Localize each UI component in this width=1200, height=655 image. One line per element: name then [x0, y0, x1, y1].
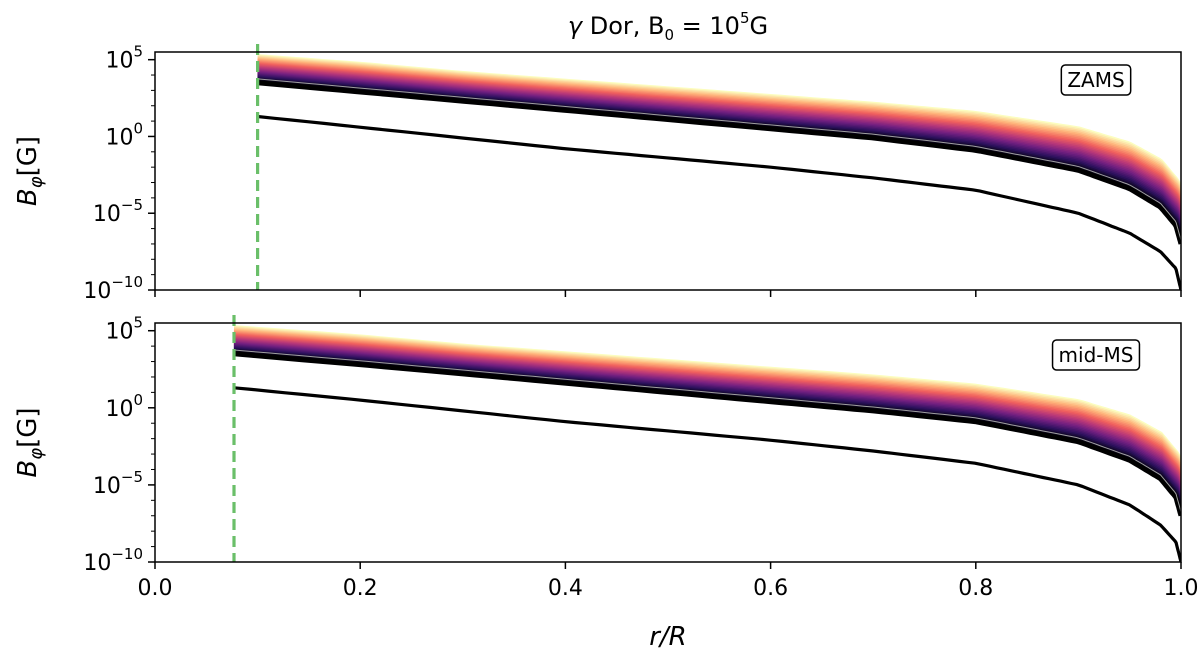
y-tick-label: 105 [105, 314, 143, 345]
band-base-line [233, 351, 1181, 517]
y-tick-label: 100 [105, 391, 143, 422]
stage-label-box [1051, 339, 1141, 371]
lowest-field-profile-line [233, 386, 1181, 562]
stage-label: mid-MS [1059, 343, 1134, 367]
stage-label: ZAMS [1067, 68, 1124, 92]
lowest-field-profile-line [257, 114, 1181, 290]
x-axis-label: r/R [649, 622, 687, 652]
band-edge-line [233, 349, 1181, 512]
y-tick-label: 10−10 [83, 273, 143, 304]
x-tick-label: 0.6 [753, 576, 788, 601]
y-tick-label: 100 [105, 119, 143, 150]
band-base-line [257, 80, 1181, 245]
y-axis-label: Bφ[G] [13, 407, 47, 477]
y-tick-label: 10−5 [93, 468, 143, 499]
plot-area [233, 325, 1181, 562]
chart-title: γ Dor, B0 = 105G [568, 9, 768, 44]
x-tick-label: 0.8 [958, 576, 993, 601]
x-tick-label: 1.0 [1164, 576, 1199, 601]
axes-frame [154, 322, 1182, 563]
y-tick-label: 10−5 [93, 196, 143, 227]
band-edge-line [257, 78, 1181, 241]
panel-zams: 105 100 10−5 10−10 Bφ[G] ZAMS [13, 43, 1182, 304]
plot-area [257, 54, 1181, 290]
axes-frame [154, 51, 1182, 291]
x-tick-label: 0.2 [343, 576, 378, 601]
panel-mid-ms: 105 100 10−5 10−100.0 0.2 0.4 0.6 0.8 1.0 Bφ[G] mi… [13, 314, 1199, 601]
y-tick-label: 10−10 [83, 545, 143, 576]
y-axis-label: Bφ[G] [13, 136, 47, 206]
y-tick-label: 105 [105, 43, 143, 74]
x-tick-label: 0.4 [548, 576, 583, 601]
stage-label-box [1060, 64, 1132, 96]
x-tick-label: 0.0 [138, 576, 173, 601]
